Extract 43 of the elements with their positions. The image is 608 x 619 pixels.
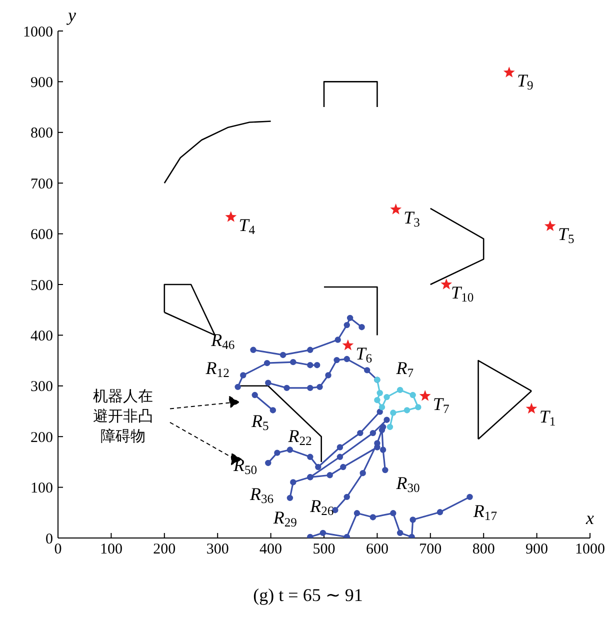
x-tick-label: 900 — [526, 542, 548, 558]
y-tick-label: 300 — [30, 379, 53, 396]
annotation: T$_{3}$ — [404, 208, 420, 230]
y-tick-label: 400 — [30, 328, 53, 345]
annotation: R$_{30}$ — [395, 472, 420, 495]
y-axis-title: y — [66, 5, 76, 26]
x-tick-label: 800 — [472, 542, 495, 558]
x-tick-label: 200 — [153, 542, 176, 558]
x-tick-label: 600 — [366, 542, 388, 558]
text: (g) t = 65 ∼ 91 — [252, 584, 364, 606]
annotation: T$_{5}$ — [558, 224, 574, 246]
x-tick-label: 100 — [100, 542, 122, 558]
annotation: T$_{7}$ — [432, 394, 450, 416]
y-tick-label: 600 — [30, 227, 53, 244]
annotation: T$_{4}$ — [238, 215, 256, 237]
annotation: T$_{10}$ — [451, 282, 474, 304]
annotation: R$_{46}$ — [210, 330, 235, 352]
annotation: R$_{7}$ — [395, 358, 414, 380]
annotation: R$_{22}$ — [287, 426, 312, 448]
annotation: T$_{9}$ — [516, 70, 534, 92]
y-tick-label: 0 — [46, 531, 53, 548]
y-tick-label: 100 — [30, 480, 53, 497]
y-tick-label: 900 — [30, 75, 53, 92]
annotation: 机器人在避开非凸障碍物 — [93, 387, 153, 446]
annotation: R$_{36}$ — [248, 484, 274, 506]
annotation: R$_{26}$ — [309, 496, 334, 518]
y-tick-label: 1000 — [23, 24, 53, 40]
x-tick-label: 1000 — [575, 542, 605, 558]
annotation: R$_{29}$ — [272, 508, 297, 530]
annotation: R$_{12}$ — [204, 358, 230, 380]
x-tick-label: 300 — [206, 542, 229, 558]
y-tick-label: 800 — [30, 126, 53, 142]
annotation: T$_{6}$ — [356, 343, 372, 366]
annotation: R$_{5}$ — [250, 411, 269, 433]
annotation: R$_{17}$ — [472, 501, 497, 523]
x-tick-label: 500 — [312, 542, 336, 558]
annotation: T$_{1}$ — [539, 406, 556, 428]
x-axis-title: x — [585, 508, 594, 528]
x-tick-label: 700 — [419, 542, 442, 558]
y-tick-label: 500 — [30, 278, 53, 294]
y-tick-label: 200 — [30, 430, 53, 446]
x-tick-label: 400 — [260, 542, 282, 558]
y-tick-label: 700 — [30, 176, 53, 192]
